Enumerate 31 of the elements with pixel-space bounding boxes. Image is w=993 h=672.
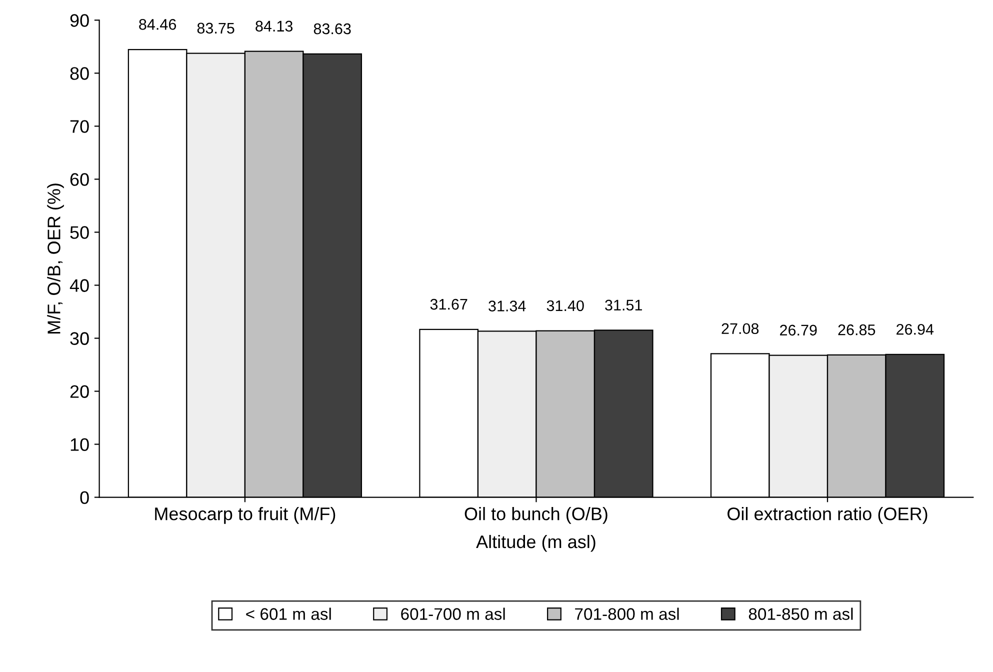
y-tick-label: 60 [70, 173, 89, 186]
y-axis-title: M/F, O/B, OER (%) [47, 184, 64, 334]
text: 84.13 [256, 20, 293, 32]
legend-label: 801-850 m asl [748, 608, 853, 620]
y-tick-label: 90 [70, 14, 89, 27]
y-tick-label: 50 [70, 226, 89, 239]
y-tick-label: 20 [70, 385, 89, 398]
text: 31.67 [430, 298, 468, 310]
legend-label: 601-700 m asl [401, 608, 505, 620]
text: 26.94 [896, 324, 934, 335]
text: 31.40 [546, 300, 584, 312]
text: 26.79 [780, 324, 817, 336]
x-tick-label: Oil to bunch (O/B) [464, 507, 608, 524]
text: 31.34 [488, 300, 526, 312]
text: 84.46 [139, 19, 176, 30]
y-tick-label: 40 [70, 279, 89, 292]
text: 83.75 [197, 22, 234, 34]
y-tick-label: 70 [70, 120, 89, 133]
y-tick-label: 0 [80, 491, 89, 504]
text: 83.63 [314, 23, 351, 34]
x-tick-label: Mesocarp to fruit (M/F) [155, 507, 336, 524]
text: 27.08 [722, 323, 759, 334]
x-axis-title: Altitude (m asl) [476, 534, 596, 552]
y-tick-label: 30 [70, 332, 89, 345]
text: 26.85 [838, 324, 876, 336]
y-tick-label: 80 [70, 67, 89, 80]
y-tick-label: 10 [70, 438, 89, 451]
legend-label: 701-800 m asl [575, 608, 679, 620]
legend-label: < 601 m asl [246, 608, 331, 620]
text: 31.51 [605, 300, 642, 311]
x-tick-label: Oil extraction ratio (OER) [728, 507, 928, 524]
